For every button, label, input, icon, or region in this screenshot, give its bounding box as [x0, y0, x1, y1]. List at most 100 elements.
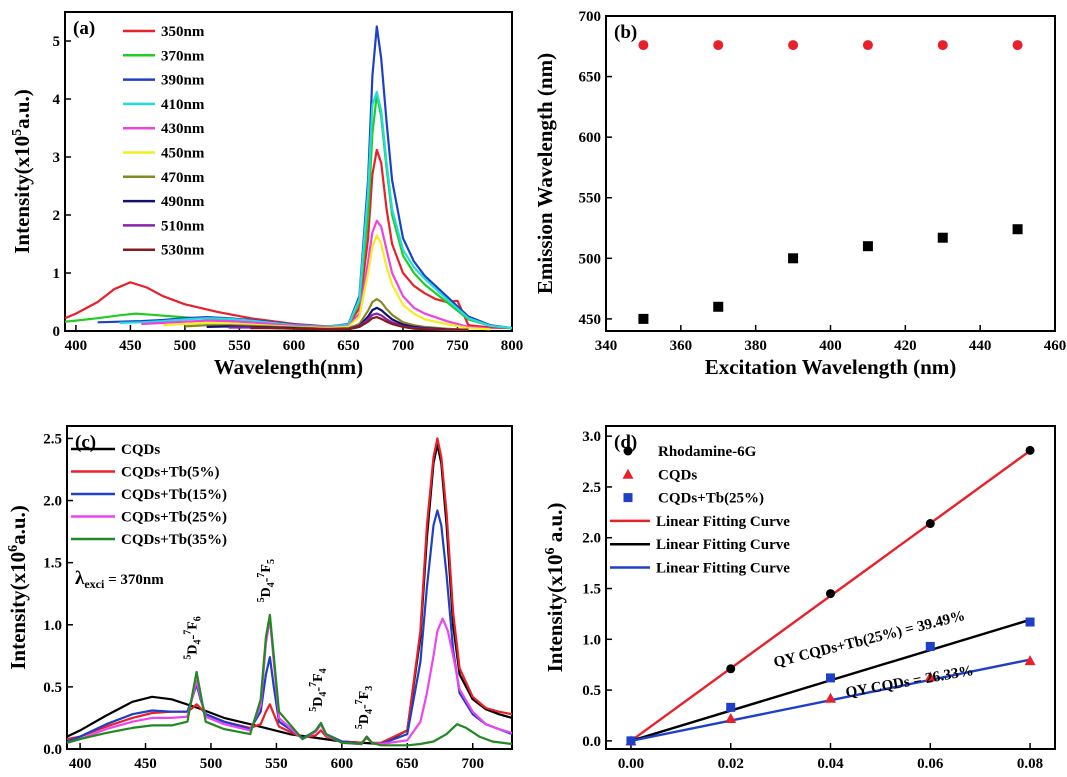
x-tick-label: 450 — [134, 756, 157, 772]
data-point — [825, 692, 836, 703]
x-tick-label: 340 — [595, 338, 618, 354]
y-tick-label: 1.0 — [43, 618, 62, 634]
x-tick-label: 750 — [446, 338, 469, 354]
y-tick-label: 5 — [53, 34, 61, 50]
y-axis-label: Intensity(x105a.u.) — [10, 89, 34, 254]
panel-label: (b) — [614, 22, 637, 43]
y-tick-label: 700 — [579, 9, 602, 25]
x-tick-label: 400 — [819, 338, 842, 354]
data-point — [638, 40, 649, 51]
data-point — [1012, 224, 1023, 235]
x-tick-label: 550 — [228, 338, 251, 354]
y-tick-label: 600 — [579, 130, 602, 146]
data-point — [937, 40, 948, 51]
legend-label: Linear Fitting Curve — [656, 537, 790, 553]
y-tick-label: 2.5 — [582, 480, 601, 496]
data-point — [826, 673, 835, 683]
x-tick-label: 400 — [69, 756, 92, 772]
series-line-450nm — [163, 234, 491, 331]
data-point — [726, 664, 736, 674]
data-point — [1025, 617, 1035, 627]
x-tick-label: 700 — [461, 756, 484, 772]
x-tick-label: 600 — [331, 756, 354, 772]
series-line-CQDs+Tb(35%) — [66, 613, 513, 747]
x-tick-label: 700 — [392, 338, 415, 354]
x-tick-label: 500 — [174, 338, 197, 354]
y-tick-label: 1.0 — [582, 632, 601, 648]
data-point — [937, 232, 948, 243]
peak-label: 5D4-7F6 — [183, 616, 204, 659]
panel-a: 400 450 500 550 600 650 700 750 800 0 1 2 3 4 5 (a) 350n… — [10, 11, 524, 379]
y-tick-label: 3.0 — [582, 429, 601, 445]
x-tick-label: 650 — [396, 756, 419, 772]
data-point — [862, 241, 873, 252]
legend-marker — [623, 446, 633, 456]
peak-label: 5D4-7F4 — [308, 668, 329, 711]
legend-label: 450nm — [161, 146, 205, 162]
legend-label: 510nm — [161, 218, 205, 234]
x-axis-label: Excitation Wavelength (nm) — [705, 355, 957, 379]
data-point — [726, 702, 736, 712]
legend-label: 410nm — [161, 97, 205, 113]
x-tick-label: 550 — [265, 756, 288, 772]
y-axis-label: Emission Wavelength (nm) — [533, 53, 557, 294]
legend-marker — [623, 493, 633, 503]
panel-label: (d) — [614, 432, 637, 453]
qy-annotation: QY CQDs = 26.33% — [844, 663, 974, 701]
x-axis-label: Absorption(a.u.) — [756, 773, 904, 777]
series-line-430nm — [141, 219, 491, 330]
data-point — [925, 519, 935, 529]
series-line-390nm — [97, 25, 513, 330]
x-tick-label: 400 — [65, 338, 88, 354]
legend-label: 390nm — [161, 73, 205, 89]
legend-label: 530nm — [161, 243, 205, 259]
data-point — [925, 641, 935, 651]
panel-b: 340 360 380 400 420 440 460 450 500 550 600 650 700 (… — [533, 9, 1066, 379]
series-line-530nm — [250, 316, 469, 331]
legend-label: CQDs+Tb(25%) — [658, 491, 764, 507]
y-tick-label: 1 — [53, 266, 61, 282]
plot-frame — [66, 425, 513, 750]
x-axis-label: Wavelength(nm) — [215, 773, 364, 777]
legend-label: CQDs+Tb(15%) — [121, 487, 227, 503]
peak-label: 5D4-7F5 — [256, 559, 277, 602]
y-tick-label: 0.0 — [43, 742, 62, 758]
y-axis-label: Intensity(x106 a.u.) — [543, 503, 567, 673]
legend-label: CQDs+Tb(25%) — [121, 510, 227, 526]
x-tick-label: 500 — [200, 756, 223, 772]
legend-label: 430nm — [161, 121, 205, 137]
legend-label: 470nm — [161, 170, 205, 186]
plot-frame — [605, 15, 1056, 332]
x-tick-label: 460 — [1044, 338, 1067, 354]
data-point — [1012, 40, 1023, 51]
y-tick-label: 1.5 — [43, 556, 62, 572]
y-tick-label: 450 — [579, 312, 602, 328]
x-tick-label: 800 — [501, 338, 524, 354]
y-axis-label: Intensity(x106a.u.) — [6, 505, 30, 670]
x-tick-label: 440 — [969, 338, 992, 354]
y-tick-label: 2 — [53, 208, 61, 224]
legend-label: Linear Fitting Curve — [656, 561, 790, 577]
x-tick-label: 650 — [337, 338, 360, 354]
data-point — [862, 40, 873, 51]
panel-c: 400 450 500 550 600 650 7000.00.51.01.52.02.5(… — [6, 425, 513, 777]
peak-label: 5D4-7F3 — [354, 686, 375, 729]
legend-label: CQDs+Tb(35%) — [121, 532, 227, 548]
data-point — [725, 713, 737, 724]
x-axis-label: Wavelength(nm) — [214, 355, 363, 379]
y-tick-label: 2.0 — [582, 531, 601, 547]
x-tick-label: 0.02 — [718, 756, 744, 772]
x-tick-label: 0.00 — [618, 756, 644, 772]
data-point — [788, 40, 799, 51]
panel-label: (a) — [73, 18, 95, 39]
panel-d: 0.00 0.02 0.04 0.06 0.08 0.0 0.5 1.0 1.5 2.0 2.5 3.… — [543, 425, 1056, 777]
legend-label: CQDs — [658, 467, 697, 483]
x-tick-label: 420 — [894, 338, 917, 354]
y-tick-label: 2.5 — [43, 431, 62, 447]
y-tick-label: 2.0 — [43, 494, 62, 510]
y-tick-label: 650 — [579, 70, 602, 86]
legend-marker — [622, 468, 634, 479]
y-tick-label: 0.5 — [43, 680, 62, 696]
y-tick-label: 1.5 — [582, 582, 601, 598]
